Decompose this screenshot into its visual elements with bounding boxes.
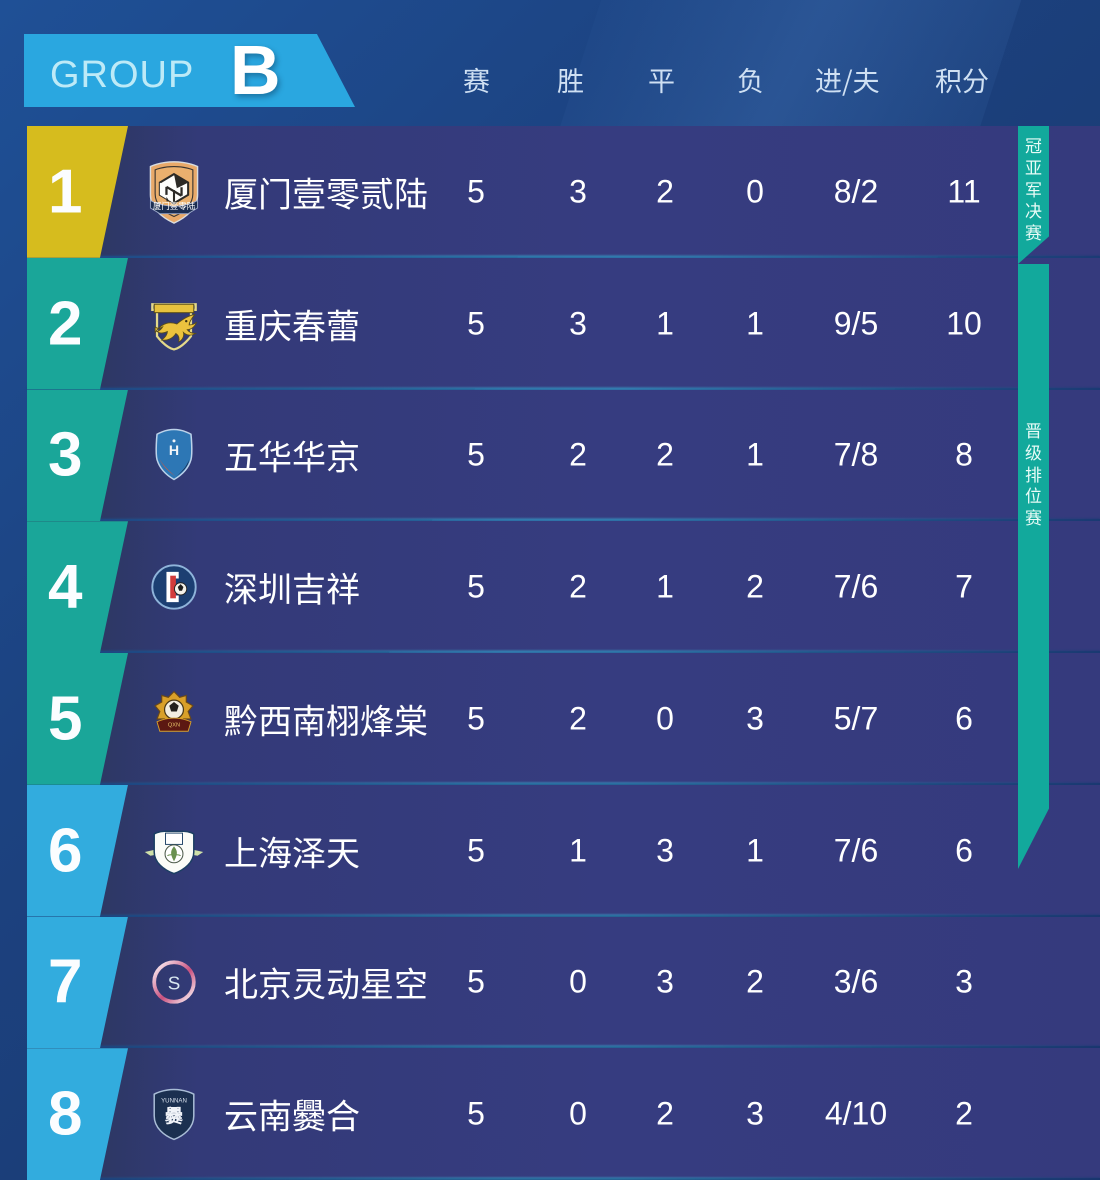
svg-text:爨: 爨	[164, 1106, 184, 1127]
svg-text:QXN: QXN	[168, 722, 180, 728]
svg-text:YUNNAN: YUNNAN	[161, 1098, 187, 1105]
svg-text:H: H	[169, 442, 179, 458]
svg-text:厦门壹零陆: 厦门壹零陆	[153, 201, 196, 211]
svg-text:S: S	[168, 973, 181, 994]
